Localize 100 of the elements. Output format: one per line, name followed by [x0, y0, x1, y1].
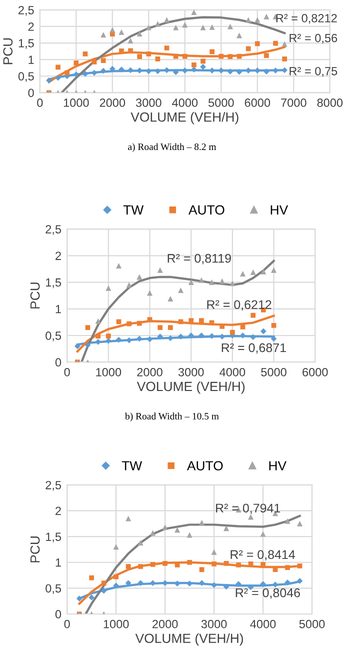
- point: [227, 68, 234, 74]
- point: [116, 319, 122, 324]
- line-series: [60, 16, 286, 93]
- point: [240, 332, 246, 338]
- point: [210, 49, 215, 54]
- point: [101, 580, 106, 586]
- legend-label: AUTO: [186, 461, 223, 470]
- point: [173, 24, 179, 30]
- x-tick-label: 2000: [100, 98, 126, 107]
- point: [199, 567, 204, 572]
- point: [136, 320, 142, 326]
- point: [154, 21, 160, 27]
- x-tick-label: 0: [64, 368, 70, 376]
- point: [236, 562, 241, 568]
- point: [260, 328, 266, 334]
- point: [236, 581, 242, 587]
- point: [224, 526, 230, 532]
- y-tick-label: 1: [56, 558, 61, 567]
- point: [285, 565, 290, 570]
- point: [162, 524, 168, 530]
- point: [227, 24, 233, 30]
- x-tick-label: 5000: [261, 368, 286, 376]
- y-tick-label: 2: [28, 22, 34, 31]
- x-axis-title: VOLUME (VEH/H): [136, 381, 245, 394]
- point: [73, 72, 80, 78]
- legend-label: HV: [270, 205, 288, 214]
- y-tick-label: 1,5: [46, 532, 62, 542]
- point: [273, 40, 278, 46]
- x-tick-label: 7000: [281, 98, 306, 107]
- y-tick-label: 1: [56, 305, 61, 314]
- point: [138, 540, 144, 546]
- point: [271, 322, 276, 328]
- point: [250, 269, 256, 275]
- point: [228, 54, 233, 60]
- point: [240, 270, 246, 277]
- text: b) Road Width – 10.5 m: [125, 412, 219, 422]
- x-tick-label: 2000: [152, 620, 178, 628]
- point: [155, 56, 160, 62]
- y-tick-label: 2,5: [18, 6, 34, 16]
- point: [150, 530, 156, 536]
- x-tick-label: 5000: [299, 620, 325, 628]
- point: [150, 562, 156, 567]
- y-tick-label: 0,5: [46, 332, 62, 342]
- point: [174, 527, 180, 533]
- point: [200, 64, 206, 70]
- x-tick-label: 3000: [201, 620, 227, 628]
- annotation: R² = 0,6212: [207, 300, 272, 311]
- point: [219, 278, 225, 284]
- point: [164, 46, 170, 50]
- point: [146, 68, 152, 74]
- point: [136, 336, 142, 342]
- y-axis-title: PCU: [30, 282, 40, 308]
- point: [296, 578, 303, 584]
- point: [236, 68, 242, 75]
- point: [198, 580, 205, 586]
- x-tick-label: 1000: [104, 620, 129, 628]
- point: [116, 263, 122, 269]
- x-tick-label: 6000: [302, 368, 328, 376]
- point: [254, 41, 260, 46]
- point: [182, 54, 188, 59]
- annotation: R² = 0,75: [290, 66, 338, 77]
- x-tick-label: 2000: [137, 368, 162, 376]
- point: [100, 58, 106, 64]
- point: [198, 318, 204, 324]
- point: [106, 334, 111, 338]
- point: [82, 52, 88, 56]
- point: [209, 24, 215, 30]
- point: [92, 59, 97, 64]
- point: [178, 319, 184, 324]
- point: [96, 334, 101, 338]
- point: [164, 17, 170, 23]
- point: [230, 280, 236, 286]
- y-tick-label: 1,5: [46, 278, 62, 288]
- x-tick-label: 1000: [96, 368, 122, 376]
- point: [198, 332, 204, 338]
- point: [126, 564, 131, 569]
- point: [162, 560, 168, 566]
- text: a) Road Width – 8.2 m: [128, 143, 216, 152]
- point: [82, 70, 88, 77]
- point: [223, 584, 230, 590]
- annotation: R² = 0,56: [290, 34, 338, 44]
- x-tick-label: 4000: [220, 368, 246, 376]
- x-tick-label: 3000: [178, 368, 204, 376]
- point: [56, 64, 60, 70]
- point: [84, 342, 91, 348]
- point: [74, 343, 80, 350]
- y-tick-label: 0: [55, 610, 62, 618]
- point: [146, 290, 153, 296]
- point: [260, 268, 266, 274]
- point: [264, 14, 270, 20]
- point: [114, 574, 118, 580]
- annotation: R² = 0,7941: [216, 504, 280, 514]
- y-tick-label: 0,5: [18, 72, 34, 82]
- point: [297, 564, 302, 568]
- point: [198, 277, 204, 283]
- point: [284, 518, 290, 524]
- point: [88, 594, 95, 600]
- point: [89, 575, 94, 580]
- point: [85, 325, 90, 330]
- point: [157, 334, 164, 340]
